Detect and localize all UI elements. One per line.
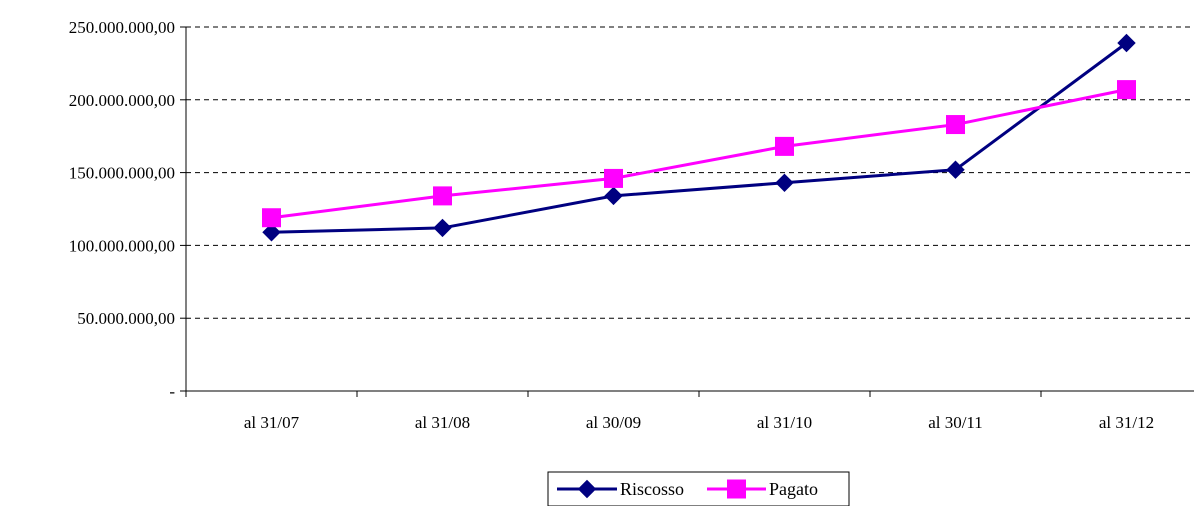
series-riscosso — [262, 33, 1136, 242]
x-tick-label: al 30/11 — [928, 413, 983, 432]
y-tick-label: 50.000.000,00 — [77, 309, 175, 328]
data-point-pagato — [946, 115, 965, 135]
data-point-riscosso — [775, 173, 794, 192]
data-point-pagato — [1117, 80, 1136, 100]
y-tick-label: 250.000.000,00 — [69, 18, 175, 37]
x-axis-tick-labels: al 31/07 al 31/08 al 30/09 al 31/10 al 30/11… — [244, 413, 1154, 432]
data-point-pagato — [775, 136, 794, 156]
y-tick-label: - — [169, 382, 175, 401]
data-point-riscosso — [262, 223, 281, 242]
x-tick-label: al 31/07 — [244, 413, 300, 432]
x-tick-label: al 30/09 — [586, 413, 641, 432]
series — [262, 33, 1136, 242]
y-tick-label: 150.000.000,00 — [69, 164, 175, 183]
axes — [180, 26, 1194, 397]
x-tick-label: al 31/08 — [415, 413, 470, 432]
legend-label-pagato: Pagato — [769, 479, 818, 499]
data-point-riscosso — [604, 186, 623, 206]
data-point-riscosso — [433, 218, 452, 238]
legend-label-riscosso: Riscosso — [620, 479, 684, 499]
gridlines — [186, 26, 1194, 319]
series-pagato — [262, 80, 1136, 228]
x-tick-label: al 31/10 — [757, 413, 812, 432]
data-point-pagato — [604, 168, 623, 188]
y-axis-tick-labels: - 50.000.000,00 100.000.000,00 150.000.000,… — [69, 18, 176, 401]
legend-marker-pagato — [727, 479, 746, 499]
data-point-pagato — [433, 186, 452, 206]
data-point-riscosso — [946, 160, 965, 179]
legend: Riscosso Pagato — [547, 471, 850, 506]
legend-marker-riscosso — [577, 479, 597, 499]
data-point-pagato — [262, 208, 281, 228]
y-tick-label: 200.000.000,00 — [69, 91, 175, 110]
y-tick-label: 100.000.000,00 — [69, 236, 175, 255]
data-point-riscosso — [1117, 33, 1136, 53]
series-line-riscosso — [271, 41, 1128, 234]
x-tick-label: al 31/12 — [1099, 413, 1154, 432]
series-line-pagato — [271, 88, 1127, 220]
